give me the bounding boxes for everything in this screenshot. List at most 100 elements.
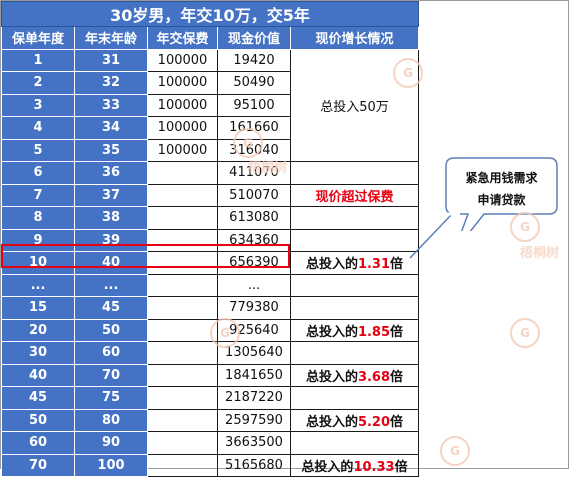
table-row: 40 70 1841650 总投入的3.68倍 (1, 363, 419, 387)
cell-growth-note (290, 431, 419, 455)
cell-cash-value: 50490 (217, 71, 291, 95)
cell-policy-year: 40 (1, 363, 75, 387)
cell-premium (147, 318, 218, 342)
cell-premium: 100000 (147, 138, 218, 162)
table-row: 8 38 613080 (1, 206, 419, 230)
cell-growth-note (290, 206, 419, 230)
table-row: 45 75 2187220 (1, 386, 419, 410)
table-row: 50 80 2597590 总投入的5.20倍 (1, 408, 419, 432)
cell-growth-note (290, 228, 419, 252)
header-age: 年末年龄 (74, 26, 148, 50)
cell-growth-note: 总投入的5.20倍 (290, 408, 419, 432)
table-row: 5 35 100000 316040 (1, 138, 419, 162)
cell-age: 36 (74, 161, 148, 185)
cell-cash-value: 779380 (217, 296, 291, 320)
cell-growth-note: 总投入的10.33倍 (290, 453, 419, 477)
cell-premium: 100000 (147, 71, 218, 95)
cell-cash-value: 613080 (217, 206, 291, 230)
cell-policy-year: 4 (1, 116, 75, 140)
cell-age: 37 (74, 183, 148, 207)
cell-policy-year: 50 (1, 408, 75, 432)
cell-premium: 100000 (147, 93, 218, 117)
cell-premium (147, 228, 218, 252)
cell-policy-year: 7 (1, 183, 75, 207)
cell-growth-note (290, 273, 419, 297)
cell-policy-year: 20 (1, 318, 75, 342)
cell-age: 38 (74, 206, 148, 230)
cell-premium (147, 206, 218, 230)
cell-age: 50 (74, 318, 148, 342)
cell-premium (147, 296, 218, 320)
note-suffix: 倍 (394, 459, 408, 475)
note-text: 总投入50万 (320, 99, 389, 115)
table-row: ......... (1, 273, 419, 297)
cell-growth-note: 总投入的1.31倍 (290, 251, 419, 275)
table-row: 4 34 100000 161660 (1, 116, 419, 140)
header-row: 保单年度 年末年龄 年交保费 现金价值 现价增长情况 (1, 26, 419, 50)
cell-premium (147, 453, 218, 477)
table-row: 70 100 5165680 总投入的10.33倍 (1, 453, 419, 477)
note-exceed-text: 现价超过保费 (315, 189, 394, 205)
cell-cash-value: 411070 (217, 161, 291, 185)
header-policy-year: 保单年度 (1, 26, 75, 50)
header-cash-value: 现金价值 (217, 26, 291, 50)
table-row: 15 45 779380 (1, 296, 419, 320)
cell-premium (147, 251, 218, 275)
note-prefix: 总投入的 (301, 459, 354, 475)
cell-premium (147, 273, 218, 297)
cell-premium (147, 341, 218, 365)
cell-policy-year: 8 (1, 206, 75, 230)
note-multiple: 3.68 (357, 369, 391, 385)
cell-policy-year: ... (1, 273, 75, 297)
cell-policy-year: 5 (1, 138, 75, 162)
cell-age: 33 (74, 93, 148, 117)
header-growth: 现价增长情况 (290, 26, 419, 50)
cell-policy-year: 2 (1, 71, 75, 95)
cell-cash-value: 3663500 (217, 431, 291, 455)
callout-line1: 紧急用钱需求 (465, 171, 538, 185)
note-multiple: 1.85 (357, 324, 391, 340)
table-row: 60 90 3663500 (1, 431, 419, 455)
cell-premium (147, 363, 218, 387)
cell-age: 70 (74, 363, 148, 387)
cell-cash-value: 634360 (217, 228, 291, 252)
cell-cash-value: 5165680 (217, 453, 291, 477)
cell-policy-year: 30 (1, 341, 75, 365)
cell-policy-year: 1 (1, 48, 75, 72)
cell-premium (147, 431, 218, 455)
cell-age: 60 (74, 341, 148, 365)
cell-age: 31 (74, 48, 148, 72)
cell-cash-value: 95100 (217, 93, 291, 117)
note-suffix: 倍 (390, 257, 404, 273)
note-multiple: 5.20 (357, 414, 391, 430)
cell-policy-year: 3 (1, 93, 75, 117)
note-suffix: 倍 (390, 414, 404, 430)
header-premium: 年交保费 (147, 26, 218, 50)
cell-premium (147, 161, 218, 185)
cell-growth-note: 总投入50万 (290, 48, 419, 162)
cell-policy-year: 9 (1, 228, 75, 252)
note-prefix: 总投入的 (305, 369, 358, 385)
cell-premium (147, 183, 218, 207)
cell-growth-note: 总投入的1.85倍 (290, 318, 419, 342)
cell-premium: 100000 (147, 48, 218, 72)
cell-cash-value: 19420 (217, 48, 291, 72)
cell-cash-value: 316040 (217, 138, 291, 162)
cell-premium (147, 386, 218, 410)
callout-text: 紧急用钱需求 申请贷款 (444, 167, 559, 211)
cell-age: 80 (74, 408, 148, 432)
cell-growth-note (290, 296, 419, 320)
cell-growth-note: 现价超过保费 (290, 183, 419, 207)
note-multiple: 10.33 (353, 459, 395, 475)
table-row: 10 40 656390 总投入的1.31倍 (1, 251, 419, 275)
cell-growth-note (290, 386, 419, 410)
cell-premium (147, 408, 218, 432)
note-suffix: 倍 (390, 369, 404, 385)
table-row: 7 37 510070 现价超过保费 (1, 183, 419, 207)
table-row: 6 36 411070 (1, 161, 419, 185)
cell-policy-year: 6 (1, 161, 75, 185)
note-prefix: 总投入的 (305, 257, 358, 273)
cell-age: 39 (74, 228, 148, 252)
cell-age: 90 (74, 431, 148, 455)
cell-age: 40 (74, 251, 148, 275)
